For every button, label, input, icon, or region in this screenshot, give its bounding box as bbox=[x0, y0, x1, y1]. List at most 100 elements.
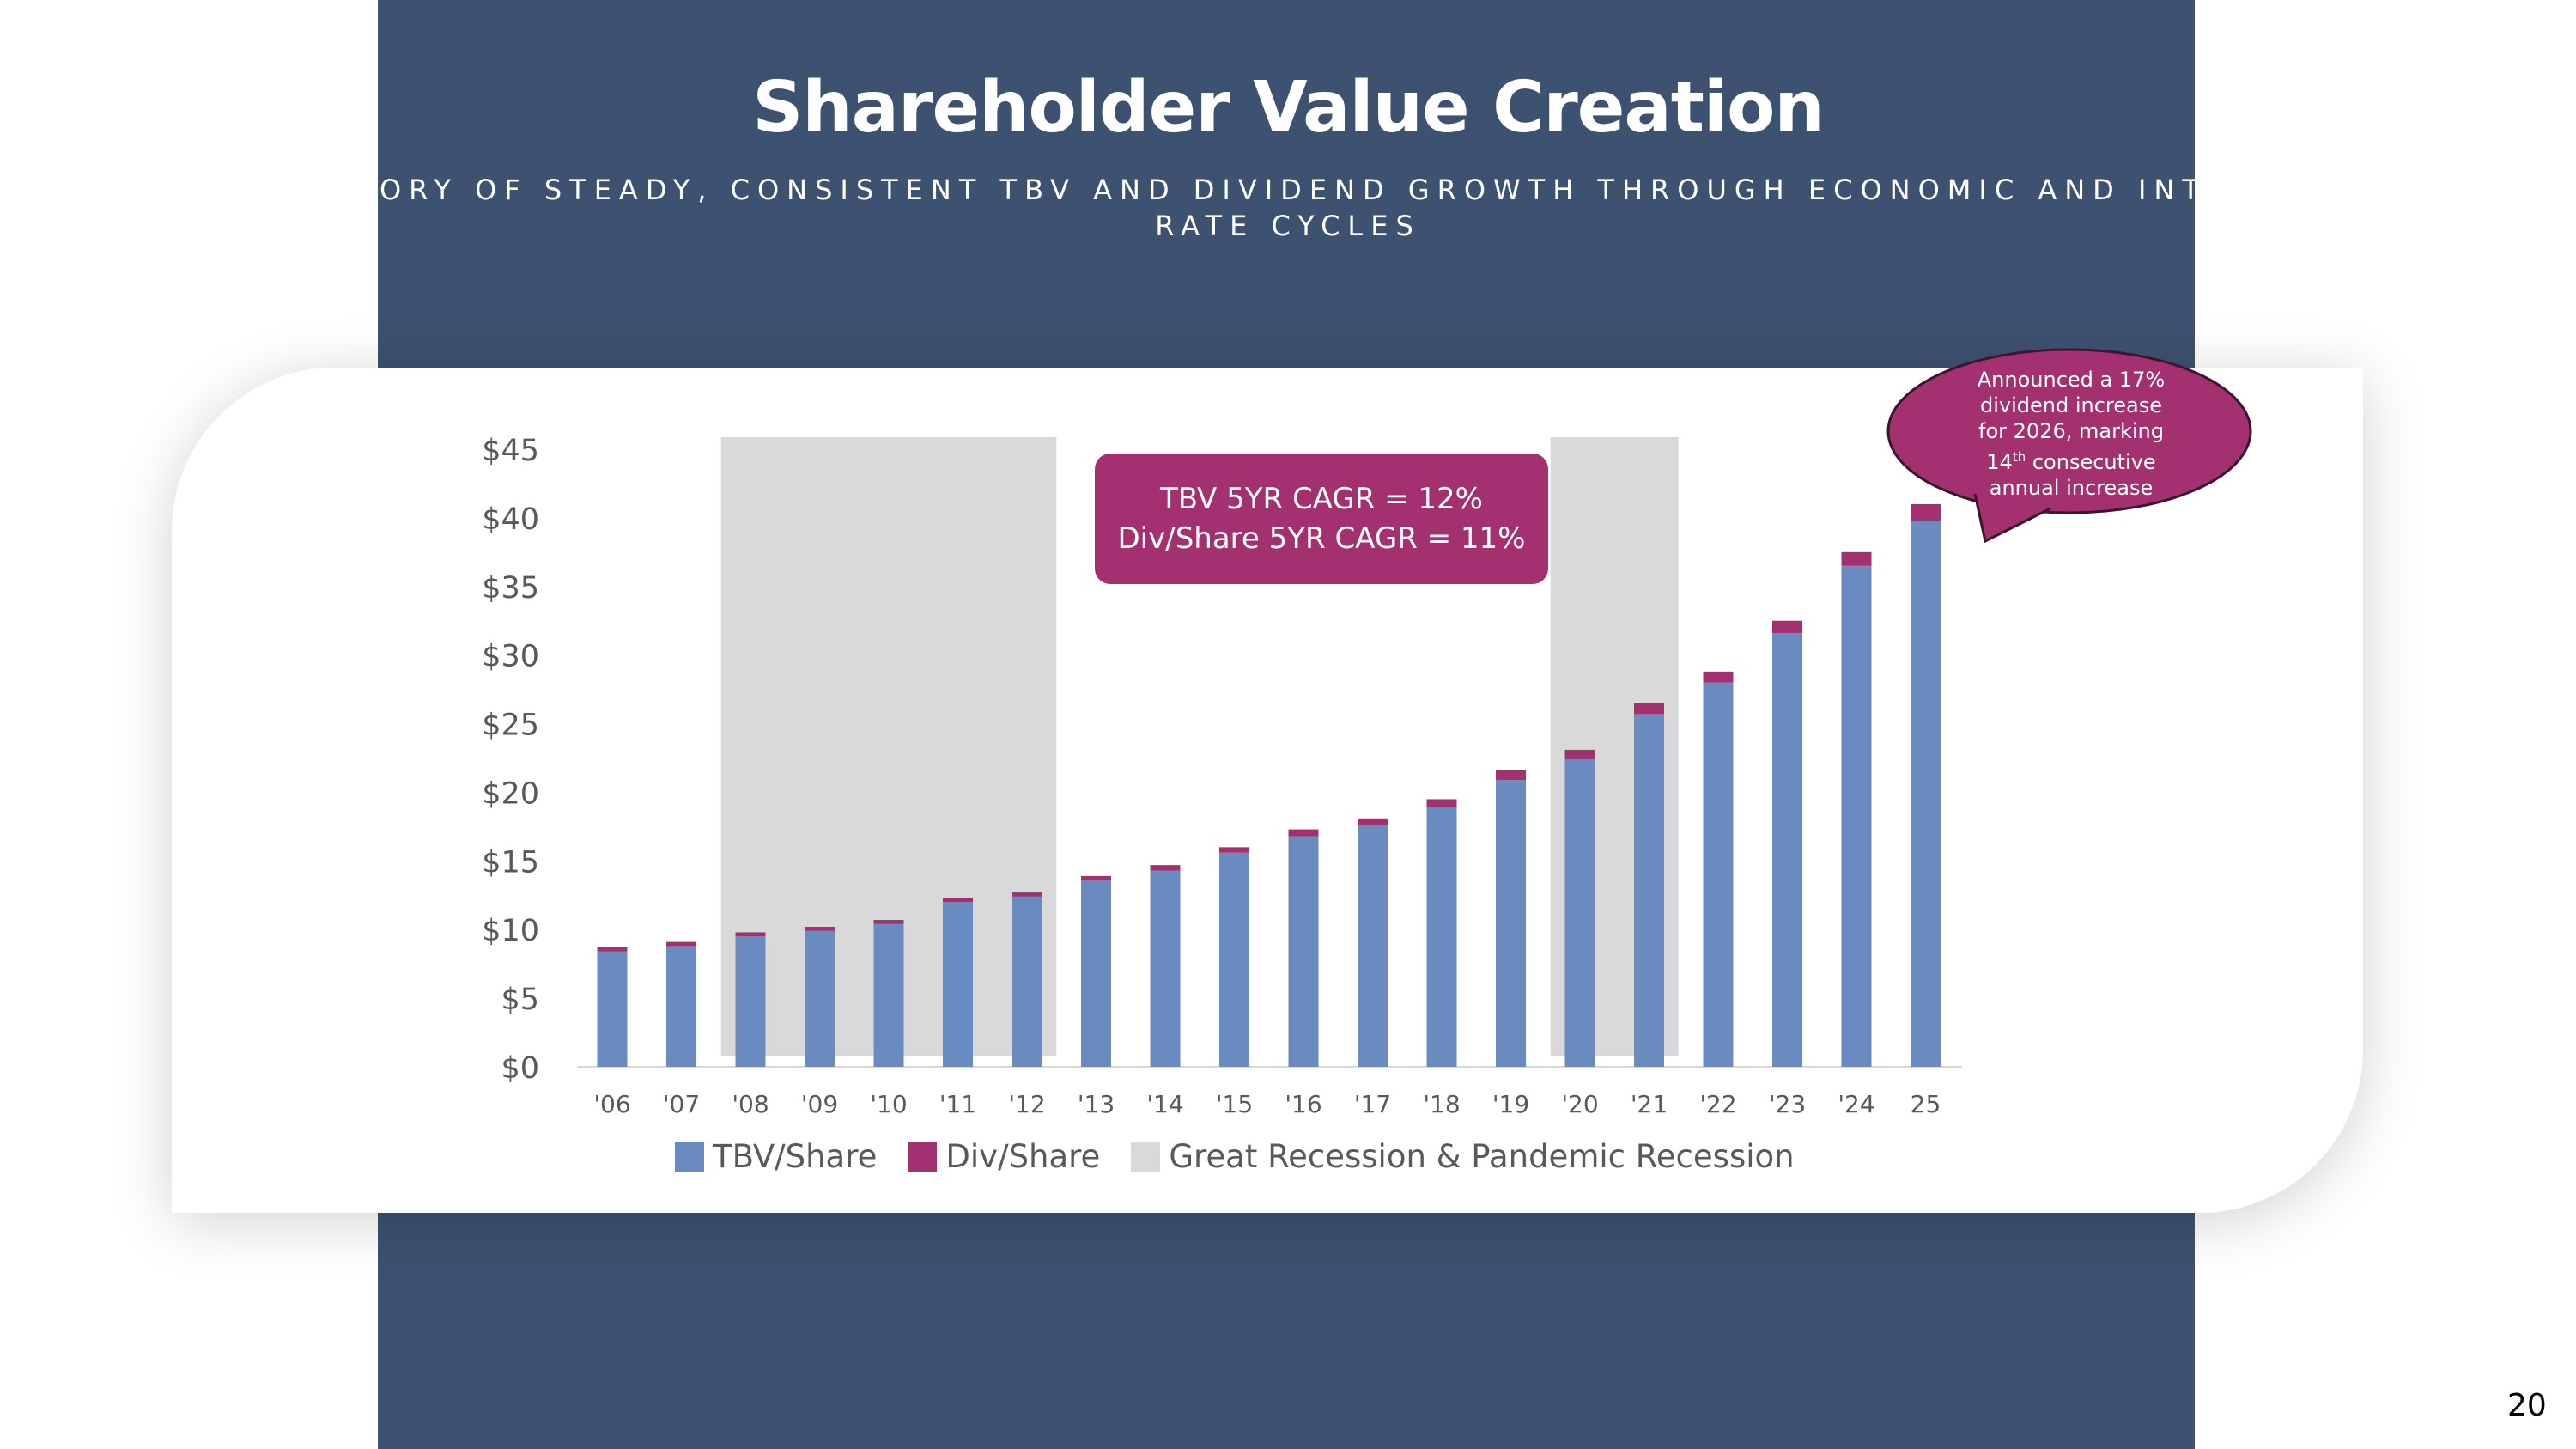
bar-tbv bbox=[1081, 880, 1111, 1067]
bar-tbv bbox=[1841, 565, 1872, 1067]
bar-div bbox=[873, 920, 904, 924]
tbv-cagr-text: TBV 5YR CAGR = 12% bbox=[1160, 482, 1483, 516]
speech-bubble-tail-outline bbox=[1973, 493, 2051, 544]
announcement-bubble-group bbox=[1886, 348, 2252, 544]
bubble-line: 14th consecutive bbox=[1908, 444, 2234, 475]
y-tick-label: $0 bbox=[501, 1051, 539, 1086]
bar-div bbox=[1288, 829, 1319, 837]
bar-div bbox=[597, 947, 628, 952]
legend-label-div: Div/Share bbox=[945, 1138, 1101, 1175]
announcement-bubble-text: Announced a 17% dividend increase for 20… bbox=[1908, 367, 2234, 501]
bar-tbv bbox=[1426, 807, 1457, 1067]
y-tick-label: $25 bbox=[482, 709, 539, 743]
bar-div bbox=[1219, 847, 1249, 853]
bar-div bbox=[1081, 875, 1111, 880]
bar-tbv bbox=[666, 946, 696, 1067]
y-tick-label: $20 bbox=[482, 776, 539, 811]
bar-div bbox=[1911, 503, 1941, 521]
y-tick-label: $10 bbox=[482, 914, 539, 948]
legend-swatch-recession bbox=[1131, 1142, 1161, 1172]
y-tick-label: $15 bbox=[482, 845, 539, 880]
bar-div bbox=[1358, 818, 1388, 825]
x-tick-label: '17 bbox=[1354, 1090, 1391, 1118]
bar-div bbox=[1772, 620, 1802, 634]
bar-tbv bbox=[1772, 633, 1802, 1067]
x-tick-label: '10 bbox=[870, 1090, 907, 1118]
legend-item-div: Div/Share bbox=[908, 1138, 1100, 1175]
bar-tbv bbox=[805, 930, 835, 1067]
y-tick-label: $5 bbox=[501, 983, 539, 1017]
x-tick-label: '16 bbox=[1285, 1090, 1321, 1118]
x-tick-label: '20 bbox=[1561, 1090, 1598, 1118]
x-tick-label: '23 bbox=[1769, 1090, 1806, 1118]
x-tick-label: '12 bbox=[1008, 1090, 1045, 1118]
legend-item-recession: Great Recession & Pandemic Recession bbox=[1131, 1138, 1795, 1175]
x-tick-label: '11 bbox=[939, 1090, 976, 1118]
cagr-callout-box: TBV 5YR CAGR = 12% Div/Share 5YR CAGR = … bbox=[1095, 454, 1548, 584]
x-tick-label: '08 bbox=[732, 1090, 769, 1118]
bars-group bbox=[597, 503, 1941, 1067]
bar-tbv bbox=[943, 902, 973, 1067]
y-tick-label: $45 bbox=[482, 434, 539, 468]
x-tick-label: '09 bbox=[801, 1090, 838, 1118]
bar-div bbox=[1426, 799, 1457, 808]
legend-swatch-tbv bbox=[675, 1142, 704, 1172]
x-tick-label: '22 bbox=[1699, 1090, 1736, 1118]
legend-item-tbv: TBV/Share bbox=[675, 1138, 877, 1175]
bar-tbv bbox=[1012, 896, 1042, 1067]
bar-div bbox=[735, 932, 766, 937]
bubble-line: dividend increase bbox=[1979, 393, 2162, 417]
legend-label-tbv: TBV/Share bbox=[713, 1138, 878, 1175]
bar-tbv bbox=[1911, 521, 1941, 1067]
bar-div bbox=[805, 927, 835, 931]
y-tick-label: $40 bbox=[482, 502, 539, 537]
bar-tbv bbox=[1634, 714, 1664, 1067]
x-tick-label: '21 bbox=[1631, 1090, 1668, 1118]
bar-tbv bbox=[1703, 682, 1734, 1067]
bar-tbv bbox=[1288, 836, 1319, 1067]
bar-div bbox=[1496, 770, 1526, 781]
bubble-text-rest: consecutive bbox=[2026, 450, 2156, 474]
x-tick-label: '13 bbox=[1078, 1090, 1115, 1118]
bubble-line: Announced a 17% bbox=[1977, 368, 2166, 392]
y-tick-label: $30 bbox=[482, 640, 539, 674]
speech-bubble-tail bbox=[1975, 494, 2050, 541]
bubble-ordinal: th bbox=[2012, 449, 2026, 465]
legend-label-recession: Great Recession & Pandemic Recession bbox=[1169, 1138, 1795, 1175]
x-tick-label: '14 bbox=[1146, 1090, 1183, 1118]
page-subtitle: A HISTORY OF STEADY, CONSISTENT TBV AND … bbox=[242, 174, 2334, 242]
x-tick-label: '07 bbox=[663, 1090, 700, 1118]
bar-tbv bbox=[735, 936, 766, 1067]
y-tick-label: $35 bbox=[482, 571, 539, 606]
bar-div bbox=[1703, 671, 1734, 683]
bar-div bbox=[1150, 865, 1181, 871]
bar-tbv bbox=[1564, 759, 1595, 1067]
x-tick-label: 25 bbox=[1911, 1090, 1941, 1118]
x-tick-label: '24 bbox=[1838, 1090, 1874, 1118]
legend-swatch-div bbox=[908, 1142, 938, 1172]
bar-tbv bbox=[1219, 852, 1249, 1067]
bar-div bbox=[1564, 749, 1595, 760]
div-cagr-text: Div/Share 5YR CAGR = 11% bbox=[1117, 521, 1526, 556]
bar-tbv bbox=[1150, 870, 1181, 1067]
bar-tbv bbox=[873, 923, 904, 1067]
bar-tbv bbox=[1358, 825, 1388, 1067]
bar-div bbox=[666, 941, 696, 947]
bubble-line: annual increase bbox=[1989, 476, 2154, 500]
x-tick-label: '18 bbox=[1423, 1090, 1460, 1118]
bar-tbv bbox=[1496, 780, 1526, 1067]
speech-bubble-shape bbox=[1886, 348, 2252, 514]
x-tick-label: '15 bbox=[1216, 1090, 1253, 1118]
chart-legend: TBV/Share Div/Share Great Recession & Pa… bbox=[675, 1138, 1826, 1175]
bar-div bbox=[1841, 551, 1872, 566]
x-tick-label: '19 bbox=[1492, 1090, 1529, 1118]
bar-div bbox=[943, 898, 973, 903]
bar-div bbox=[1634, 703, 1664, 715]
page-title: Shareholder Value Creation bbox=[752, 67, 1824, 149]
bubble-line: for 2026, marking bbox=[1978, 419, 2164, 443]
x-tick-label: '06 bbox=[593, 1090, 630, 1118]
labels-group: $0 $5 $10 $15 $20 $25 $30 $35 $40 $45 '06 '07 '08 '09… bbox=[482, 434, 1941, 1118]
page-number: 20 bbox=[2507, 1388, 2547, 1423]
bar-tbv bbox=[597, 951, 628, 1067]
